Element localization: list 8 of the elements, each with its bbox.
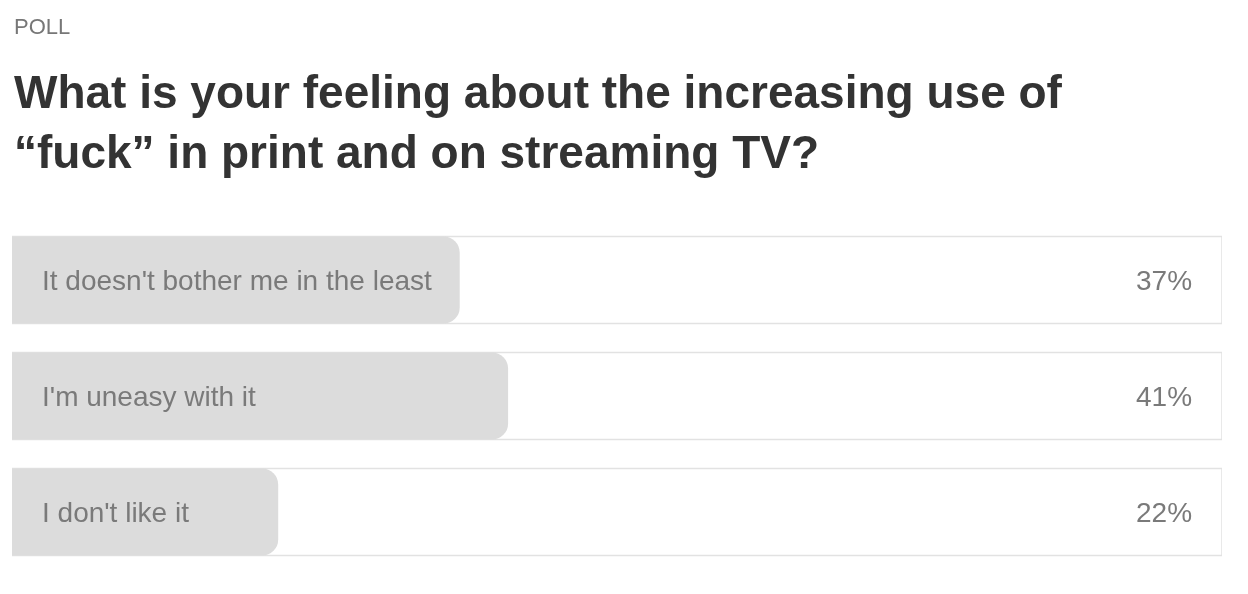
- chart-title: What is your feeling about the increasing use of “fuck” in print and on streaming TV?: [14, 66, 1063, 178]
- y-tick-label: It doesn't bother me in the least: [42, 265, 433, 296]
- y-tick-label: I don't like it: [42, 497, 190, 528]
- data-label: 37%: [1136, 265, 1193, 296]
- y-tick-label: I'm uneasy with it: [42, 381, 257, 412]
- text: POLL: [14, 14, 71, 39]
- data-label: 22%: [1136, 497, 1193, 528]
- data-label: 41%: [1136, 381, 1193, 412]
